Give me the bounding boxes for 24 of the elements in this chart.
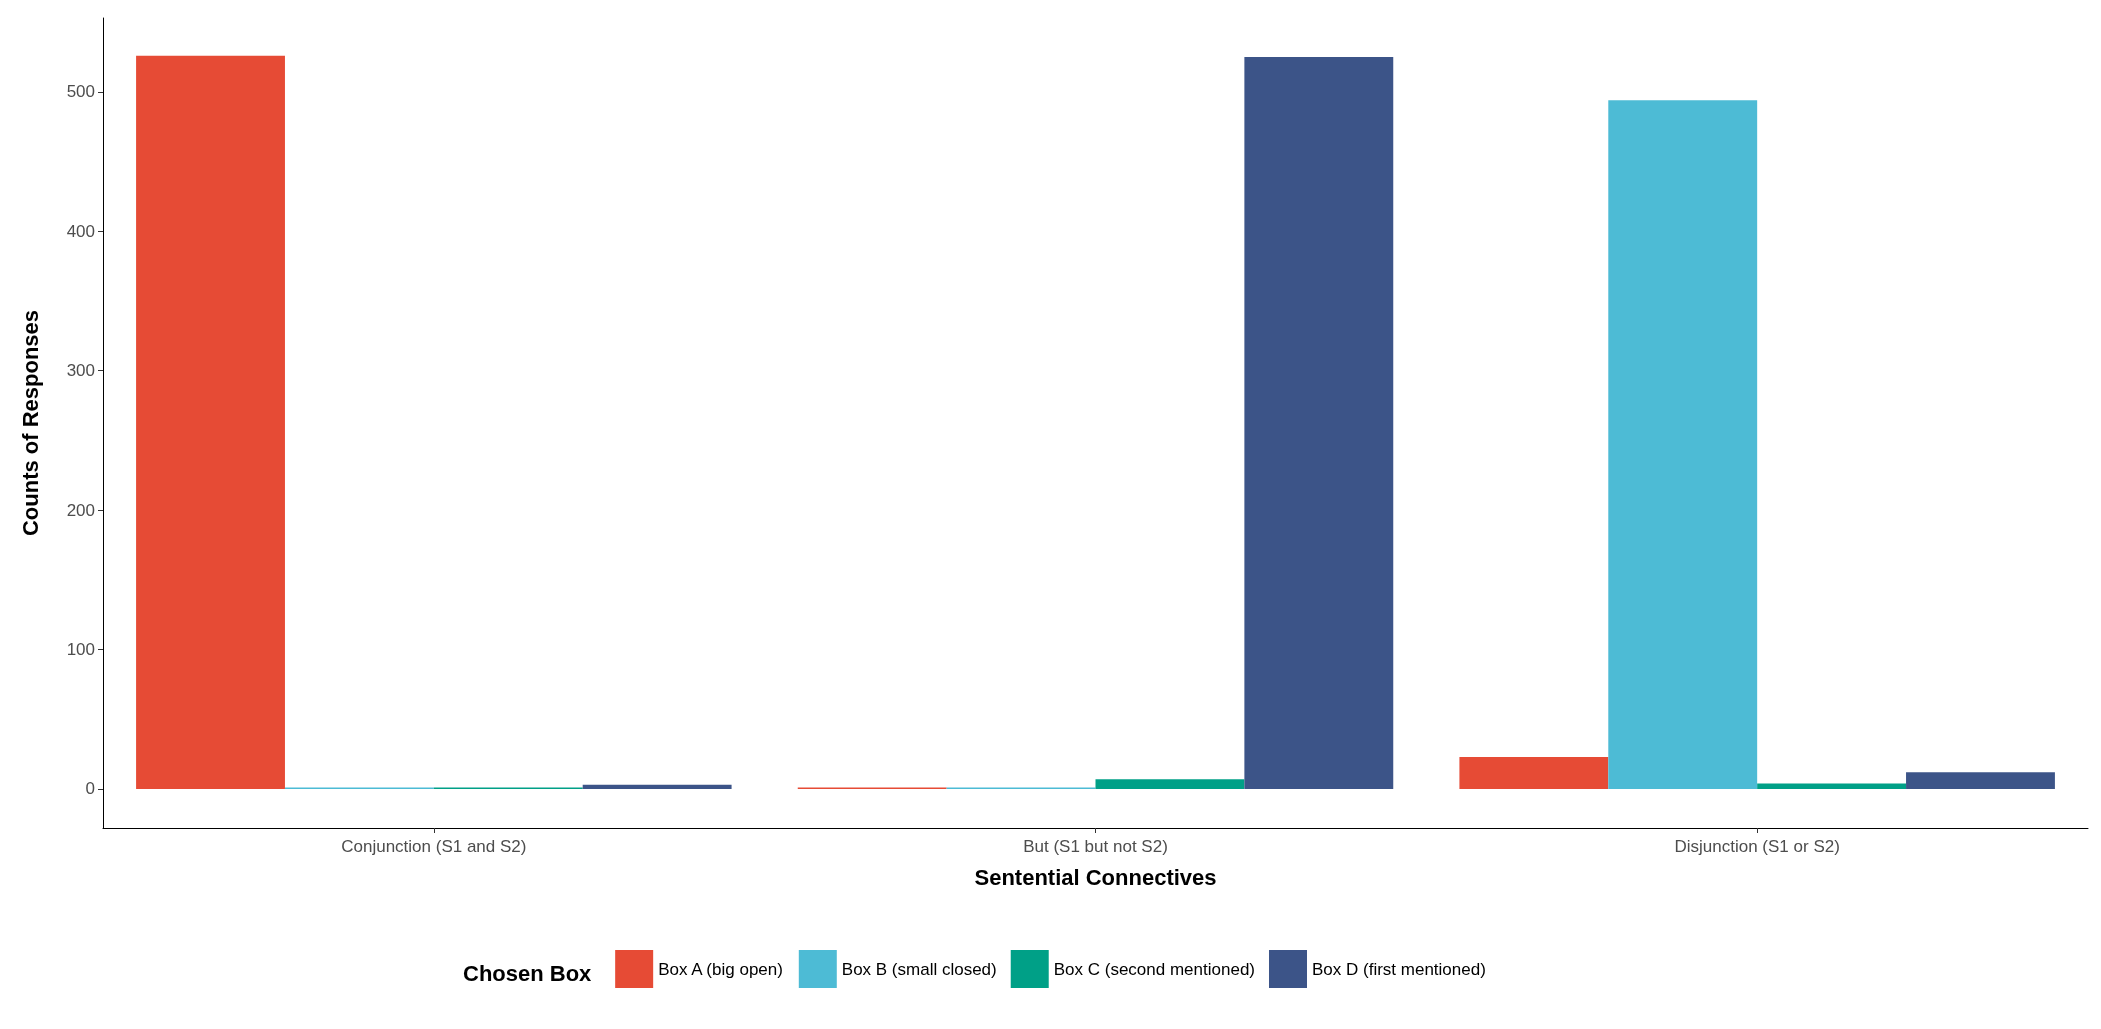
legend-label: Box A (big open) [658, 959, 783, 979]
bar [136, 55, 285, 789]
y-tick-label: 100 [66, 640, 95, 660]
bar [1095, 779, 1245, 789]
bar [1608, 100, 1758, 789]
y-tick-label: 400 [66, 221, 95, 241]
legend-title: Chosen Box [463, 960, 593, 986]
x-tick-label: But (S1 but not S2) [1023, 837, 1168, 856]
y-tick-label: 200 [66, 500, 95, 520]
legend-label: Box C (second mentioned) [1053, 959, 1256, 979]
x-tick-label: Disjunction (S1 or S2) [1674, 837, 1840, 856]
bar [1757, 783, 1907, 789]
legend-label: Box B (small closed) [841, 959, 997, 979]
bar [1244, 57, 1394, 789]
bar [582, 784, 732, 789]
y-tick-label: 500 [66, 82, 95, 102]
legend-label: Box D (first mentioned) [1312, 959, 1486, 979]
bar [1906, 772, 2055, 789]
bar [1459, 756, 1609, 789]
x-axis-title: Sentential Connectives [974, 864, 1217, 890]
y-axis-title: Counts of Responses [17, 309, 43, 537]
y-tick-label: 300 [66, 361, 95, 381]
y-tick-label: 0 [85, 779, 95, 799]
x-tick-label: Conjunction (S1 and S2) [341, 837, 527, 856]
